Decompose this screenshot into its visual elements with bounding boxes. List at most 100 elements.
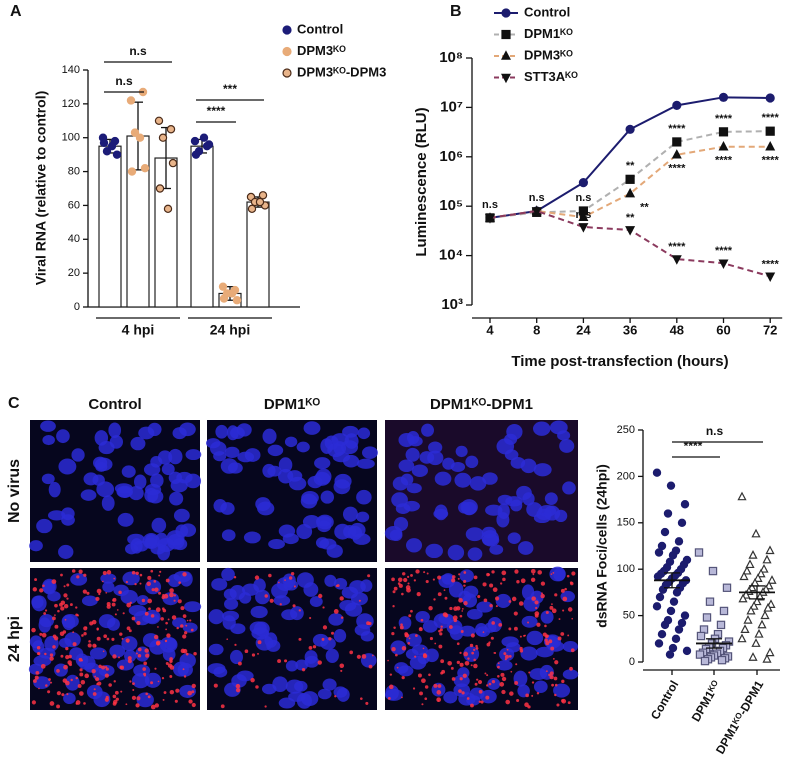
nucleus — [342, 425, 359, 438]
marker — [625, 174, 635, 184]
dsrna-focus — [132, 682, 135, 686]
dsrna-focus — [125, 580, 128, 584]
dsrna-focus — [519, 635, 522, 638]
nucleus — [287, 470, 303, 482]
nucleus — [222, 615, 236, 630]
dsrna-focus — [65, 655, 70, 660]
nucleus — [520, 646, 538, 661]
dsrna-focus — [49, 701, 55, 706]
dsrna-focus — [154, 667, 157, 670]
significance-label: **** — [715, 155, 733, 167]
nucleus — [185, 473, 202, 489]
marker — [102, 147, 112, 156]
dsrna-focus — [365, 701, 369, 705]
dsrna-focus — [428, 605, 433, 611]
marker — [695, 650, 705, 659]
dsrna-focus — [146, 581, 151, 587]
nucleus — [522, 492, 535, 506]
dsrna-focus — [407, 575, 410, 578]
dsrna-focus — [349, 650, 354, 655]
dsrna-focus — [66, 597, 69, 600]
dsrna-focus — [501, 689, 506, 695]
marker — [674, 625, 684, 634]
dsrna-focus — [458, 573, 461, 576]
nucleus — [333, 629, 347, 643]
nucleus — [549, 566, 566, 582]
nucleus — [133, 474, 147, 490]
dsrna-focus — [244, 649, 249, 654]
dsrna-focus — [451, 575, 456, 579]
nucleus — [356, 511, 370, 523]
marker — [767, 575, 777, 584]
nucleus — [173, 508, 190, 523]
y-tick-label: 0 — [74, 301, 80, 313]
dsrna-focus — [45, 684, 48, 687]
marker — [652, 602, 662, 611]
x-tick-label: 72 — [763, 322, 777, 337]
nucleus — [469, 476, 487, 491]
marker — [716, 620, 726, 630]
dsrna-focus — [63, 585, 66, 588]
dsrna-focus — [425, 579, 429, 584]
dsrna-focus — [480, 700, 484, 704]
nucleus — [325, 648, 339, 664]
dsrna-focus — [43, 612, 47, 615]
marker — [255, 197, 265, 207]
dsrna-focus — [558, 618, 561, 621]
dsrna-focus — [534, 600, 539, 605]
dsrna-focus — [137, 647, 142, 652]
dsrna-focus — [112, 654, 117, 659]
nucleus — [114, 483, 133, 494]
dsrna-focus — [540, 593, 545, 599]
nucleus — [340, 440, 359, 455]
y-axis-label: dsRNA Foci/cells (24hpi) — [594, 464, 610, 628]
marker — [765, 647, 775, 657]
dsrna-focus — [83, 632, 87, 636]
y-tick-label: 120 — [62, 98, 80, 110]
marker — [163, 204, 173, 214]
x-tick-label: DPM1ᴷᴼ — [689, 678, 724, 724]
nucleus — [220, 458, 238, 474]
nucleus — [109, 644, 126, 658]
dsrna-focus — [163, 593, 169, 599]
x-tick-label: 24 — [576, 322, 591, 337]
nucleus — [271, 583, 288, 599]
marker — [680, 500, 690, 509]
nucleus — [324, 574, 337, 587]
y-tick-label: 250 — [617, 424, 635, 436]
nucleus — [562, 481, 576, 495]
dsrna-focus — [301, 668, 306, 672]
dsrna-focus — [361, 654, 367, 659]
nucleus — [339, 599, 357, 612]
dsrna-focus — [478, 689, 483, 694]
dsrna-focus — [101, 665, 106, 670]
dsrna-focus — [106, 637, 110, 641]
significance-label: **** — [668, 163, 686, 175]
dsrna-focus — [520, 578, 526, 584]
dsrna-focus — [237, 661, 242, 666]
dsrna-focus — [189, 619, 192, 622]
nucleus — [438, 613, 454, 625]
marker — [672, 100, 682, 110]
dsrna-focus — [38, 687, 40, 690]
dsrna-focus — [436, 690, 442, 695]
dsrna-focus — [139, 582, 142, 585]
dsrna-focus — [131, 695, 137, 701]
dsrna-focus — [96, 636, 101, 641]
dsrna-focus — [250, 677, 255, 683]
marker — [655, 592, 665, 602]
nucleus — [357, 427, 371, 440]
y-axis-label: Luminescence (RLU) — [413, 107, 430, 256]
nucleus — [29, 540, 43, 552]
nucleus — [304, 650, 318, 664]
dsrna-focus — [494, 596, 500, 601]
dsrna-focus — [32, 679, 37, 683]
nucleus — [213, 451, 227, 462]
dsrna-focus — [52, 616, 56, 621]
legend-marker — [501, 50, 511, 60]
dsrna-focus — [86, 591, 90, 595]
dsrna-focus — [333, 609, 339, 614]
dsrna-focus — [413, 579, 416, 582]
significance-label: *** — [223, 82, 237, 96]
dsrna-focus — [459, 677, 463, 681]
